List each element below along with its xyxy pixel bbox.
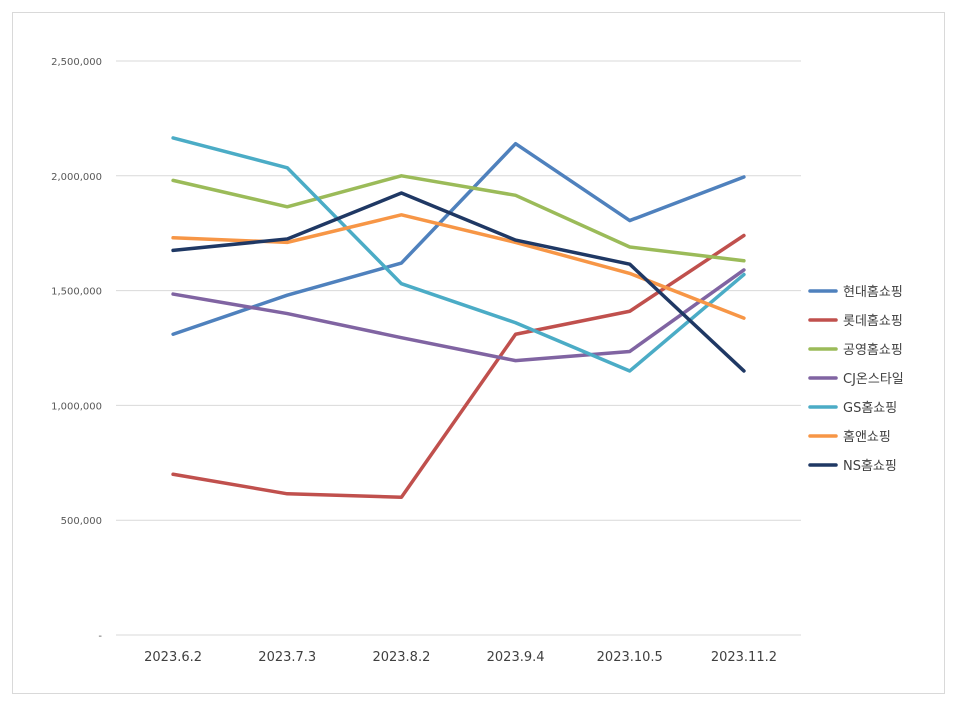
legend-label: NS홈쇼핑: [843, 459, 897, 474]
series-line: [171, 191, 746, 373]
y-tick-label: 2,500,000: [51, 57, 102, 68]
legend-label: 현대홈쇼핑: [843, 285, 903, 300]
legend-label: 공영홈쇼핑: [843, 343, 903, 358]
legend-label: CJ온스타일: [843, 372, 904, 387]
series-line: [171, 268, 746, 363]
x-tick-label: 2023.7.3: [258, 650, 316, 665]
gridlines: [116, 60, 801, 636]
line-chart: - 500,000 1,000,000 1,500,000 2,000,000 2,500…: [51, 57, 904, 665]
legend-label: 롯데홈쇼핑: [843, 314, 903, 329]
y-tick-label: 1,500,000: [51, 287, 102, 298]
chart-frame: - 500,000 1,000,000 1,500,000 2,000,000 2,500…: [12, 12, 945, 694]
y-tick-label: 1,000,000: [51, 401, 102, 412]
series-lines: [171, 136, 746, 499]
x-tick-label: 2023.9.4: [487, 650, 545, 665]
y-axis-ticks: - 500,000 1,000,000 1,500,000 2,000,000 2,500…: [51, 57, 102, 642]
x-axis-ticks: 2023.6.2 2023.7.3 2023.8.2 2023.9.4 2023.10.…: [144, 650, 777, 665]
x-tick-label: 2023.10.5: [597, 650, 663, 665]
series-line: [171, 141, 746, 336]
x-tick-label: 2023.11.2: [711, 650, 777, 665]
y-tick-label: 500,000: [61, 516, 102, 527]
series-line: [171, 174, 746, 263]
legend-label: 홈앤쇼핑: [843, 430, 891, 445]
series-line: [171, 136, 746, 373]
series-line: [171, 233, 746, 499]
x-tick-label: 2023.8.2: [372, 650, 430, 665]
y-tick-label: -: [98, 631, 102, 642]
legend-label: GS홈쇼핑: [843, 401, 897, 416]
x-tick-label: 2023.6.2: [144, 650, 202, 665]
y-tick-label: 2,000,000: [51, 172, 102, 183]
